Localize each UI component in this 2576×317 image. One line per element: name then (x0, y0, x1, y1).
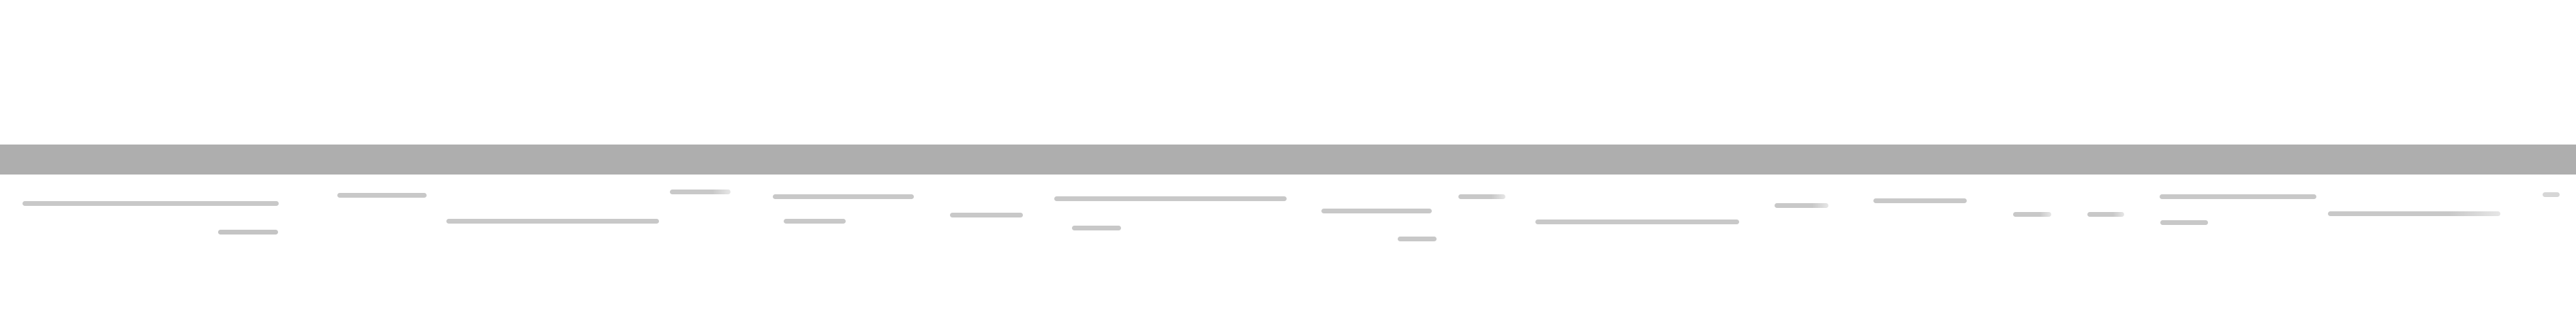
skeleton-text-line (773, 194, 914, 199)
skeleton-text-line (1775, 203, 1828, 208)
skeleton-text-line (670, 190, 731, 194)
skeleton-text-line (2543, 192, 2560, 197)
skeleton-text-line (2013, 212, 2051, 217)
skeleton-text-line (446, 219, 659, 224)
skeleton-text-line (1458, 194, 1505, 199)
skeleton-text-line (1398, 237, 1437, 241)
skeleton-text-line (784, 219, 846, 224)
skeleton-text-line (2160, 220, 2208, 225)
skeleton-text-line (337, 193, 427, 198)
header-area (0, 0, 2576, 145)
skeleton-text-line (218, 230, 278, 235)
skeleton-text-line (1054, 196, 1287, 201)
skeleton-text-line (2328, 211, 2500, 216)
skeleton-text-line (2160, 194, 2316, 199)
skeleton-text-line (1321, 209, 1432, 213)
content-area (0, 175, 2576, 317)
skeleton-text-line (1535, 220, 1739, 224)
skeleton-text-line (2087, 212, 2124, 217)
skeleton-text-line (22, 201, 279, 206)
toolbar-bar (0, 145, 2576, 175)
skeleton-text-line (1873, 198, 1967, 203)
skeleton-text-line (1072, 226, 1121, 230)
skeleton-text-line (950, 213, 1023, 217)
